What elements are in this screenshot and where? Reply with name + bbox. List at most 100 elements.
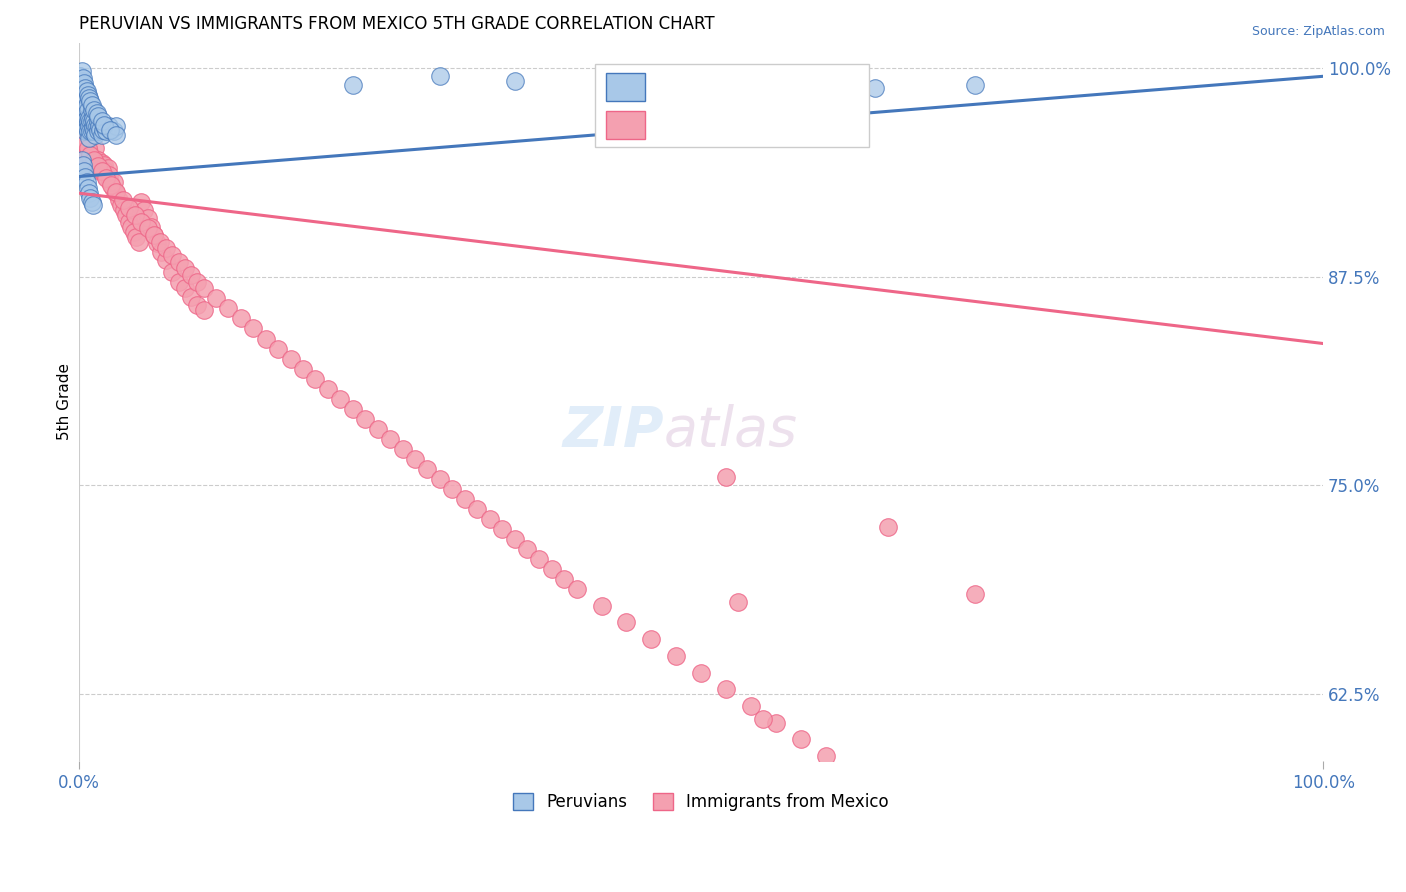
Point: [86, 161, 108, 176]
Point: [73, 114, 96, 128]
Point: [98, 120, 121, 134]
Point: [354, 411, 377, 425]
Point: [131, 214, 153, 228]
Point: [429, 472, 451, 486]
Point: [96, 124, 118, 138]
Point: [876, 520, 898, 534]
Point: [76, 148, 98, 162]
Point: [77, 91, 100, 105]
Point: [87, 124, 110, 138]
Point: [115, 208, 138, 222]
Point: [267, 342, 290, 356]
Point: [72, 148, 94, 162]
Point: [553, 572, 575, 586]
Point: [89, 122, 111, 136]
Point: [162, 265, 184, 279]
Point: [96, 169, 118, 184]
Point: [87, 153, 110, 167]
Point: [690, 665, 713, 680]
Point: [714, 682, 737, 697]
Point: [73, 103, 96, 117]
Point: [529, 552, 551, 566]
Point: [79, 191, 101, 205]
Point: [70, 64, 93, 78]
Point: [141, 219, 163, 234]
Point: [93, 118, 115, 132]
Point: [69, 103, 91, 117]
Point: [82, 198, 104, 212]
Point: [72, 86, 94, 100]
Point: [91, 162, 114, 177]
Point: [565, 582, 588, 596]
Point: [914, 816, 936, 830]
Point: [186, 275, 208, 289]
Point: [103, 174, 125, 188]
Point: [75, 136, 97, 150]
Point: [454, 491, 477, 506]
Point: [441, 482, 464, 496]
Point: [149, 235, 172, 249]
Point: [76, 84, 98, 98]
Point: [429, 70, 451, 84]
Point: [76, 121, 98, 136]
Point: [136, 221, 159, 235]
Point: [889, 799, 911, 814]
Point: [752, 712, 775, 726]
Point: [503, 74, 526, 88]
Point: [100, 178, 122, 192]
Point: [292, 361, 315, 376]
Point: [76, 111, 98, 125]
Point: [478, 512, 501, 526]
Point: [131, 194, 153, 209]
Point: [316, 382, 339, 396]
Point: [100, 122, 122, 136]
Point: [150, 244, 173, 259]
Point: [124, 208, 146, 222]
Point: [540, 562, 562, 576]
Point: [122, 225, 145, 239]
Point: [75, 169, 97, 184]
Point: [105, 120, 128, 134]
Point: [80, 97, 103, 112]
Text: Source: ZipAtlas.com: Source: ZipAtlas.com: [1251, 25, 1385, 38]
Point: [84, 118, 107, 132]
Point: [465, 501, 488, 516]
Point: [503, 532, 526, 546]
Point: [79, 151, 101, 165]
Point: [86, 106, 108, 120]
Point: [105, 186, 128, 201]
Point: [136, 211, 159, 226]
Point: [84, 141, 107, 155]
Point: [128, 235, 150, 249]
Point: [404, 451, 426, 466]
Text: ZIP: ZIP: [562, 404, 664, 458]
Point: [378, 432, 401, 446]
Point: [70, 111, 93, 125]
Point: [72, 131, 94, 145]
Point: [70, 141, 93, 155]
Point: [939, 832, 962, 847]
Point: [83, 114, 105, 128]
Point: [162, 248, 184, 262]
Point: [167, 254, 190, 268]
Point: [98, 122, 121, 136]
Point: [789, 732, 811, 747]
Point: [304, 371, 326, 385]
Point: [70, 86, 93, 100]
Point: [76, 124, 98, 138]
Point: [70, 153, 93, 167]
Point: [75, 81, 97, 95]
Point: [963, 849, 986, 863]
Point: [132, 202, 155, 217]
Point: [516, 541, 538, 556]
Legend: Peruvians, Immigrants from Mexico: Peruvians, Immigrants from Mexico: [506, 786, 896, 817]
Point: [80, 103, 103, 117]
Point: [86, 120, 108, 134]
Point: [76, 114, 98, 128]
Point: [329, 392, 352, 406]
Point: [73, 164, 96, 178]
Point: [491, 522, 513, 536]
Point: [69, 111, 91, 125]
Point: [82, 161, 104, 176]
Point: [84, 128, 107, 142]
